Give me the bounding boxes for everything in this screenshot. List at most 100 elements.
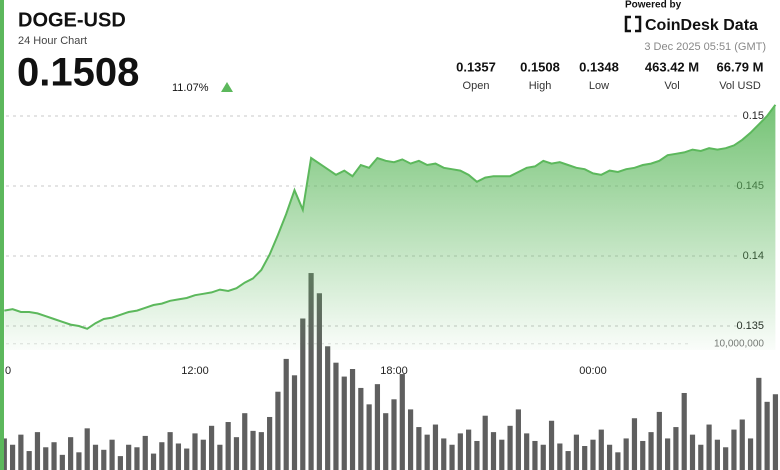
stat-value: 463.42 M (645, 59, 699, 74)
volume-bar (308, 273, 314, 470)
volume-bar (175, 443, 182, 470)
volume-bar (333, 362, 339, 470)
stat-label: High (529, 80, 552, 92)
volume-bar (606, 444, 613, 470)
volume-bar (200, 439, 206, 470)
x-tick-label: 18:00 (380, 365, 408, 377)
stat-label: Open (463, 80, 490, 92)
volume-bar (43, 447, 49, 470)
volume-bar (117, 456, 123, 470)
volume-bar (706, 424, 712, 470)
volume-bar (689, 434, 696, 470)
volume-bar (374, 384, 381, 470)
volume-bar (515, 409, 521, 470)
up-arrow (221, 82, 233, 92)
volume-bar (184, 448, 190, 470)
volume-bar (217, 444, 223, 470)
volume-bar (540, 444, 546, 470)
volume-bar (101, 449, 107, 470)
volume-bar (358, 387, 364, 470)
volume-bar (92, 444, 99, 470)
stat-value: 0.1508 (520, 59, 560, 74)
stat-label: Vol (664, 80, 679, 92)
volume-bar (407, 409, 414, 470)
volume-bar (731, 429, 737, 470)
volume-bar (283, 358, 289, 470)
volume-bar (142, 435, 148, 470)
volume-bar (391, 399, 397, 470)
volume-bar (325, 346, 331, 470)
stat-value: 0.1357 (456, 59, 496, 74)
volume-bar (457, 433, 463, 470)
volume-bar (673, 427, 679, 470)
accent-bar (0, 0, 4, 470)
volume-bar (1, 438, 7, 470)
volume-bar (532, 440, 538, 470)
volume-bar (383, 413, 389, 470)
volume-bar (9, 444, 16, 470)
volume-bar (134, 447, 140, 470)
volume-bar (714, 439, 720, 470)
volume-bar (51, 442, 57, 470)
price-line (4, 104, 777, 330)
volume-bar (507, 425, 513, 470)
volume-bar (772, 394, 779, 470)
volume-bar (18, 434, 24, 470)
logo-icon (624, 15, 642, 33)
volume-bar (366, 404, 372, 470)
volume-bar (499, 439, 505, 470)
x-tick-label: 00:00 (579, 365, 607, 377)
volume-bar (416, 427, 422, 470)
volume-bar (723, 447, 729, 470)
stat-value: 0.1348 (579, 59, 619, 74)
volume-bar (159, 442, 165, 470)
area-fill (4, 104, 776, 350)
brand: CoinDesk Data (645, 17, 758, 34)
title: DOGE-USD (18, 9, 126, 31)
volume-bar (573, 434, 580, 470)
volume-bar (557, 443, 563, 470)
volume-bar (441, 438, 447, 470)
volume-bar (68, 437, 74, 470)
volume-bar (424, 434, 430, 470)
volume-bar (474, 440, 480, 470)
volume-bar (275, 391, 281, 470)
volume-bar (233, 437, 240, 470)
volume-bar (681, 392, 687, 470)
volume-bar (126, 444, 132, 470)
volume-bar (399, 374, 405, 470)
change: 11.07% (172, 82, 209, 94)
volume-bar (656, 411, 662, 470)
volume-bar (615, 452, 621, 470)
volume-bar (267, 416, 273, 470)
volume-bar (208, 425, 215, 470)
volume-bar (84, 428, 90, 470)
volume-bar (590, 439, 596, 470)
volume-bar (242, 413, 248, 470)
volume-bar (167, 432, 173, 470)
volume-bar (225, 422, 231, 470)
volume-bar (631, 418, 638, 470)
volume-bar (34, 432, 41, 470)
volume-bar (316, 293, 322, 470)
volume-bar (250, 430, 256, 470)
volume-bar (565, 451, 571, 470)
volume-bar (192, 433, 198, 470)
volume-bar (698, 444, 704, 470)
stat-label: Low (589, 80, 609, 92)
x-tick-label: 12:00 (181, 365, 209, 377)
volume-bar (764, 401, 770, 470)
volume-bar (26, 451, 32, 470)
volume-bar (582, 446, 588, 470)
volume-bar (756, 377, 762, 470)
volume-bar (739, 419, 745, 470)
y-tick-label: 0.15 (743, 110, 764, 122)
volume-bar (598, 429, 604, 470)
volume-bar (300, 318, 306, 470)
volume-bar (341, 376, 347, 470)
timestamp: 3 Dec 2025 05:51 (GMT) (644, 41, 766, 53)
subtitle: 24 Hour Chart (18, 35, 87, 47)
volume-bar (548, 420, 555, 470)
volume-bar (482, 415, 488, 470)
